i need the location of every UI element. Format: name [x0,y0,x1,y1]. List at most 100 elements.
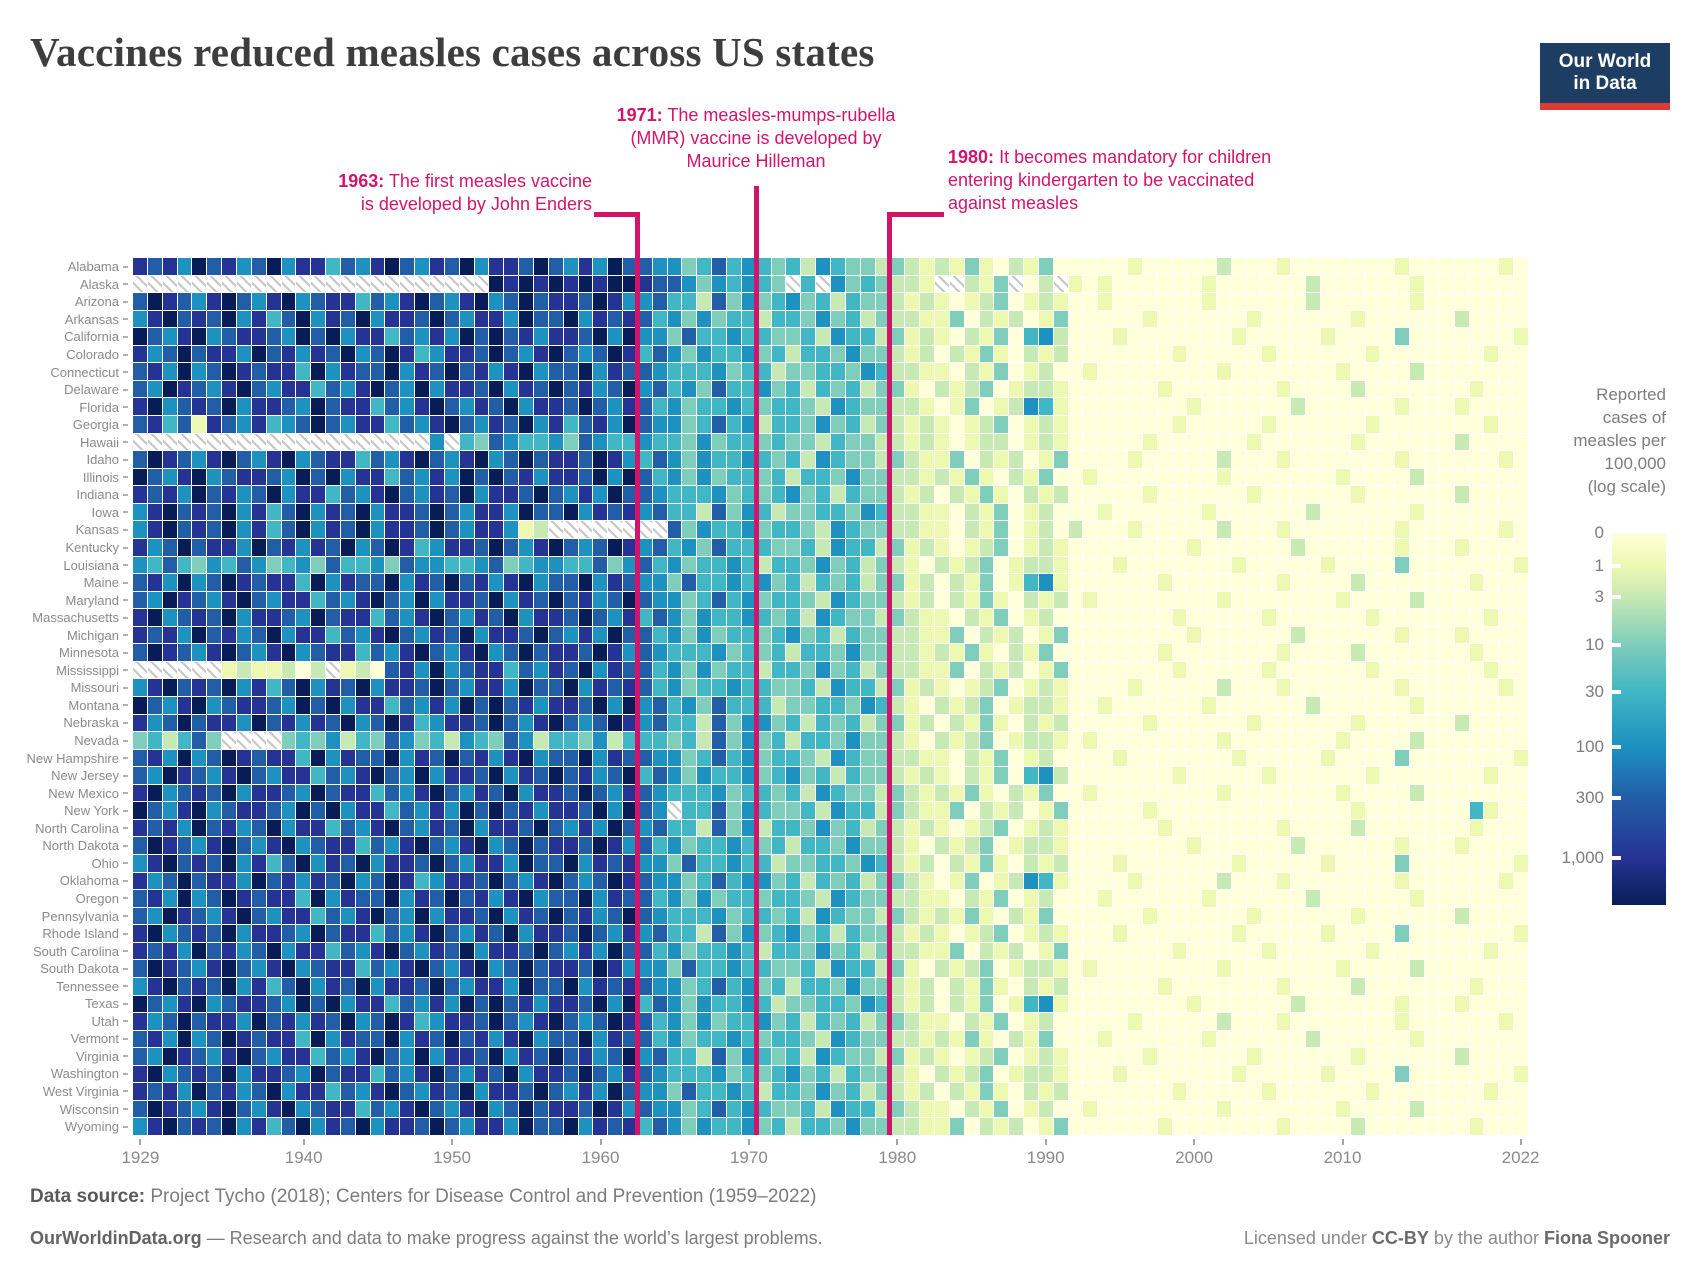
heatmap-cell[interactable] [355,942,370,960]
heatmap-cell[interactable] [207,258,222,275]
heatmap-cell[interactable] [1499,696,1514,714]
heatmap-cell[interactable] [326,574,340,591]
heatmap-cell[interactable] [1306,1013,1321,1030]
heatmap-cell[interactable] [236,714,251,732]
heatmap-cell[interactable] [1484,275,1499,293]
heatmap-cell[interactable] [1335,503,1350,521]
heatmap-cell[interactable] [727,398,741,416]
heatmap-cell[interactable] [533,345,548,363]
heatmap-cell[interactable] [1365,802,1380,819]
heatmap-cell[interactable] [370,855,385,872]
heatmap-cell[interactable] [786,855,801,872]
heatmap-cell[interactable] [652,855,667,872]
heatmap-cell[interactable] [1157,1083,1172,1100]
heatmap-cell[interactable] [1231,363,1246,380]
heatmap-cell[interactable] [1217,661,1231,679]
heatmap-cell[interactable] [845,591,860,609]
heatmap-cell[interactable] [756,345,771,363]
heatmap-cell[interactable] [652,538,667,556]
heatmap-cell[interactable] [311,626,326,644]
heatmap-cell[interactable] [1321,363,1335,380]
heatmap-cell[interactable] [1350,995,1365,1013]
heatmap-cell[interactable] [875,1100,890,1118]
heatmap-cell[interactable] [563,275,578,293]
heatmap-cell[interactable] [147,538,162,556]
heatmap-cell[interactable] [608,380,623,398]
heatmap-cell[interactable] [340,696,355,714]
heatmap-cell[interactable] [1231,732,1246,749]
heatmap-cell[interactable] [147,1083,162,1100]
heatmap-cell[interactable] [578,644,593,661]
heatmap-cell[interactable] [712,503,727,521]
heatmap-cell[interactable] [712,1030,727,1048]
heatmap-cell[interactable] [1365,819,1380,837]
heatmap-cell[interactable] [311,1083,326,1100]
heatmap-cell[interactable] [400,310,415,328]
heatmap-cell[interactable] [949,802,964,819]
heatmap-cell[interactable] [281,696,296,714]
heatmap-cell[interactable] [1261,802,1276,819]
heatmap-cell[interactable] [1187,925,1202,942]
heatmap-cell[interactable] [1514,732,1528,749]
heatmap-cell[interactable] [1454,644,1469,661]
heatmap-cell[interactable] [1068,486,1083,503]
heatmap-cell[interactable] [697,661,712,679]
heatmap-cell[interactable] [1053,714,1068,732]
heatmap-cell[interactable] [623,556,637,574]
heatmap-cell[interactable] [1499,626,1514,644]
heatmap-cell[interactable] [830,1065,845,1083]
heatmap-cell[interactable] [474,890,489,907]
heatmap-cell[interactable] [504,503,519,521]
heatmap-cell[interactable] [1454,855,1469,872]
heatmap-cell[interactable] [192,258,207,275]
heatmap-cell[interactable] [1098,749,1113,767]
heatmap-cell[interactable] [608,819,623,837]
heatmap-cell[interactable] [1380,696,1395,714]
heatmap-cell[interactable] [712,890,727,907]
heatmap-cell[interactable] [1484,837,1499,855]
heatmap-cell[interactable] [1335,767,1350,784]
heatmap-cell[interactable] [444,503,459,521]
heatmap-cell[interactable] [1009,784,1024,802]
heatmap-cell[interactable] [1098,433,1113,451]
heatmap-cell[interactable] [340,767,355,784]
heatmap-cell[interactable] [1291,275,1306,293]
heatmap-cell[interactable] [1098,521,1113,538]
heatmap-cell[interactable] [177,556,192,574]
heatmap-cell[interactable] [1231,942,1246,960]
heatmap-cell[interactable] [519,328,533,345]
heatmap-cell[interactable] [1187,609,1202,626]
heatmap-cell[interactable] [964,907,979,925]
heatmap-cell[interactable] [1306,258,1321,275]
heatmap-cell[interactable] [177,626,192,644]
heatmap-cell[interactable] [236,784,251,802]
heatmap-cell[interactable] [652,977,667,995]
heatmap-cell[interactable] [1217,556,1231,574]
heatmap-cell[interactable] [1499,363,1514,380]
heatmap-cell[interactable] [697,784,712,802]
heatmap-cell[interactable] [340,258,355,275]
heatmap-cell[interactable] [207,363,222,380]
heatmap-cell[interactable] [266,661,281,679]
heatmap-cell[interactable] [593,538,608,556]
heatmap-cell[interactable] [147,591,162,609]
heatmap-cell[interactable] [1246,1083,1261,1100]
heatmap-cell[interactable] [370,661,385,679]
heatmap-cell[interactable] [593,1118,608,1135]
heatmap-cell[interactable] [177,1048,192,1065]
heatmap-cell[interactable] [459,574,474,591]
heatmap-cell[interactable] [682,644,697,661]
heatmap-cell[interactable] [355,872,370,890]
heatmap-cell[interactable] [934,293,949,310]
heatmap-cell[interactable] [1484,925,1499,942]
heatmap-cell[interactable] [430,1030,444,1048]
heatmap-cell[interactable] [830,837,845,855]
heatmap-cell[interactable] [756,890,771,907]
heatmap-cell[interactable] [1157,977,1172,995]
heatmap-cell[interactable] [177,521,192,538]
heatmap-cell[interactable] [311,977,326,995]
heatmap-cell[interactable] [593,345,608,363]
heatmap-cell[interactable] [741,1083,756,1100]
heatmap-cell[interactable] [934,363,949,380]
heatmap-cell[interactable] [266,486,281,503]
